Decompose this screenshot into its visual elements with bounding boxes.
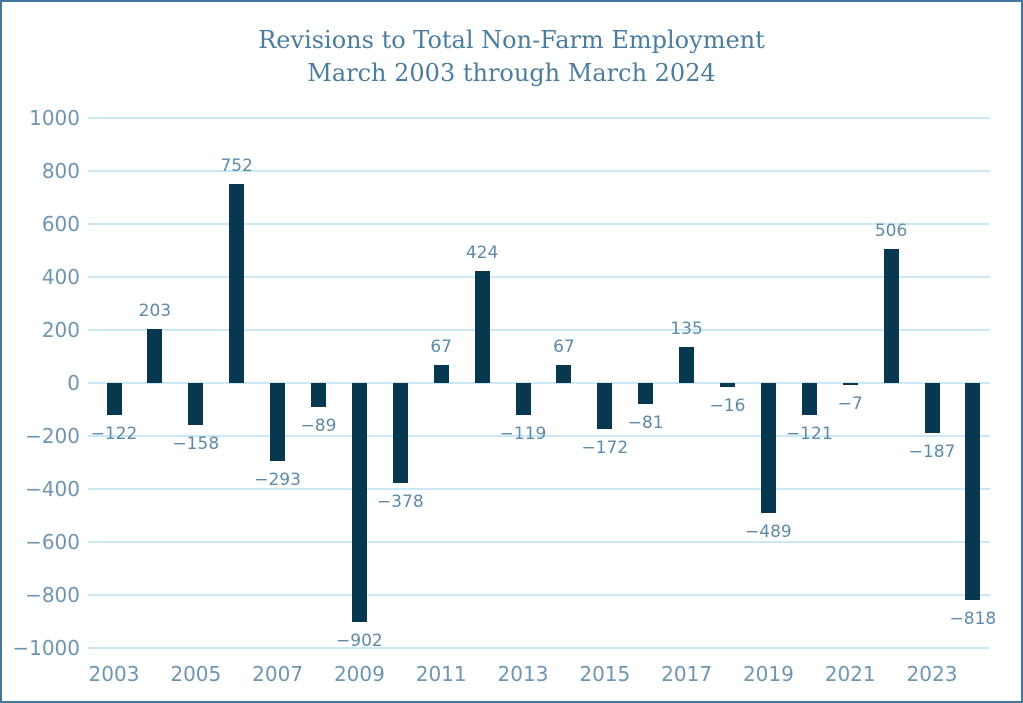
x-tick-label: 2017 bbox=[661, 662, 713, 686]
y-tick-label: 0 bbox=[67, 371, 80, 395]
bar-value-label: −122 bbox=[90, 424, 138, 445]
bar-value-label: −89 bbox=[300, 415, 337, 436]
bar-value-label: −378 bbox=[376, 492, 424, 513]
bar bbox=[924, 383, 940, 433]
bar-value-label: −187 bbox=[908, 441, 956, 462]
bar bbox=[106, 383, 122, 416]
y-tick-label: −200 bbox=[25, 424, 80, 448]
bar-value-label: −7 bbox=[837, 393, 863, 414]
bar bbox=[351, 383, 367, 623]
bar bbox=[147, 329, 163, 383]
bar-value-label: −172 bbox=[581, 437, 629, 458]
x-tick-label: 2009 bbox=[333, 662, 385, 686]
bar-value-label: 752 bbox=[220, 155, 253, 176]
y-tick-label: −1000 bbox=[12, 636, 80, 660]
bar bbox=[883, 248, 899, 383]
gridline bbox=[88, 170, 990, 172]
chart-title: Revisions to Total Non-Farm Employment M… bbox=[2, 24, 1021, 90]
bar bbox=[188, 383, 204, 425]
chart-title-line1: Revisions to Total Non-Farm Employment bbox=[258, 26, 765, 54]
y-tick-label: 200 bbox=[41, 318, 80, 342]
y-tick-label: 600 bbox=[41, 212, 80, 236]
gridline bbox=[88, 223, 990, 225]
y-tick-label: 400 bbox=[41, 265, 80, 289]
y-tick-label: −600 bbox=[25, 530, 80, 554]
bar bbox=[679, 347, 695, 383]
bar bbox=[515, 383, 531, 415]
gridline bbox=[88, 541, 990, 543]
bar bbox=[965, 383, 981, 600]
bar-value-label: −489 bbox=[745, 521, 792, 542]
bar-value-label: −119 bbox=[499, 423, 547, 444]
gridline bbox=[88, 276, 990, 278]
x-tick-label: 2003 bbox=[88, 662, 140, 686]
bar-value-label: −16 bbox=[709, 396, 746, 417]
x-tick-label: 2005 bbox=[170, 662, 222, 686]
y-tick-label: 800 bbox=[41, 159, 80, 183]
bar-value-label: −902 bbox=[336, 631, 383, 652]
bar bbox=[842, 383, 858, 385]
gridline bbox=[88, 435, 990, 437]
bar-value-label: 506 bbox=[874, 220, 908, 241]
gridline bbox=[88, 647, 990, 649]
bar-value-label: −818 bbox=[949, 608, 997, 629]
x-tick-label: 2021 bbox=[824, 662, 876, 686]
x-tick-label: 2007 bbox=[252, 662, 304, 686]
y-tick-label: −400 bbox=[25, 477, 80, 501]
bar-value-label: 424 bbox=[465, 242, 499, 263]
gridline bbox=[88, 329, 990, 331]
bar bbox=[474, 270, 490, 383]
x-tick-label: 2011 bbox=[415, 662, 467, 686]
gridline bbox=[88, 382, 990, 384]
gridline bbox=[88, 594, 990, 596]
x-tick-label: 2023 bbox=[906, 662, 958, 686]
chart-title-line2: March 2003 through March 2024 bbox=[307, 59, 716, 87]
bar bbox=[270, 383, 286, 461]
bar-value-label: 67 bbox=[553, 337, 575, 358]
gridline bbox=[88, 117, 990, 119]
bar bbox=[720, 383, 735, 388]
y-tick-label: −800 bbox=[25, 583, 80, 607]
bar-value-label: 67 bbox=[430, 337, 452, 358]
bar-value-label: −121 bbox=[785, 424, 833, 445]
bar-value-label: −158 bbox=[172, 433, 220, 454]
bar-value-label: −81 bbox=[627, 413, 664, 434]
x-tick-label: 2013 bbox=[497, 662, 549, 686]
bar-value-label: 203 bbox=[138, 301, 172, 322]
bar bbox=[392, 383, 408, 484]
bar-value-label: 135 bbox=[670, 319, 703, 340]
bar bbox=[433, 365, 449, 383]
x-tick-label: 2019 bbox=[742, 662, 794, 686]
y-tick-label: 1000 bbox=[29, 106, 80, 130]
bar bbox=[801, 383, 817, 416]
bar bbox=[760, 383, 776, 513]
bar bbox=[638, 383, 654, 405]
bar bbox=[311, 383, 326, 407]
x-tick-label: 2015 bbox=[579, 662, 631, 686]
bar bbox=[229, 183, 245, 383]
gridline bbox=[88, 488, 990, 490]
bar bbox=[556, 365, 572, 383]
bar bbox=[597, 383, 613, 429]
bar-value-label: −293 bbox=[254, 469, 301, 490]
